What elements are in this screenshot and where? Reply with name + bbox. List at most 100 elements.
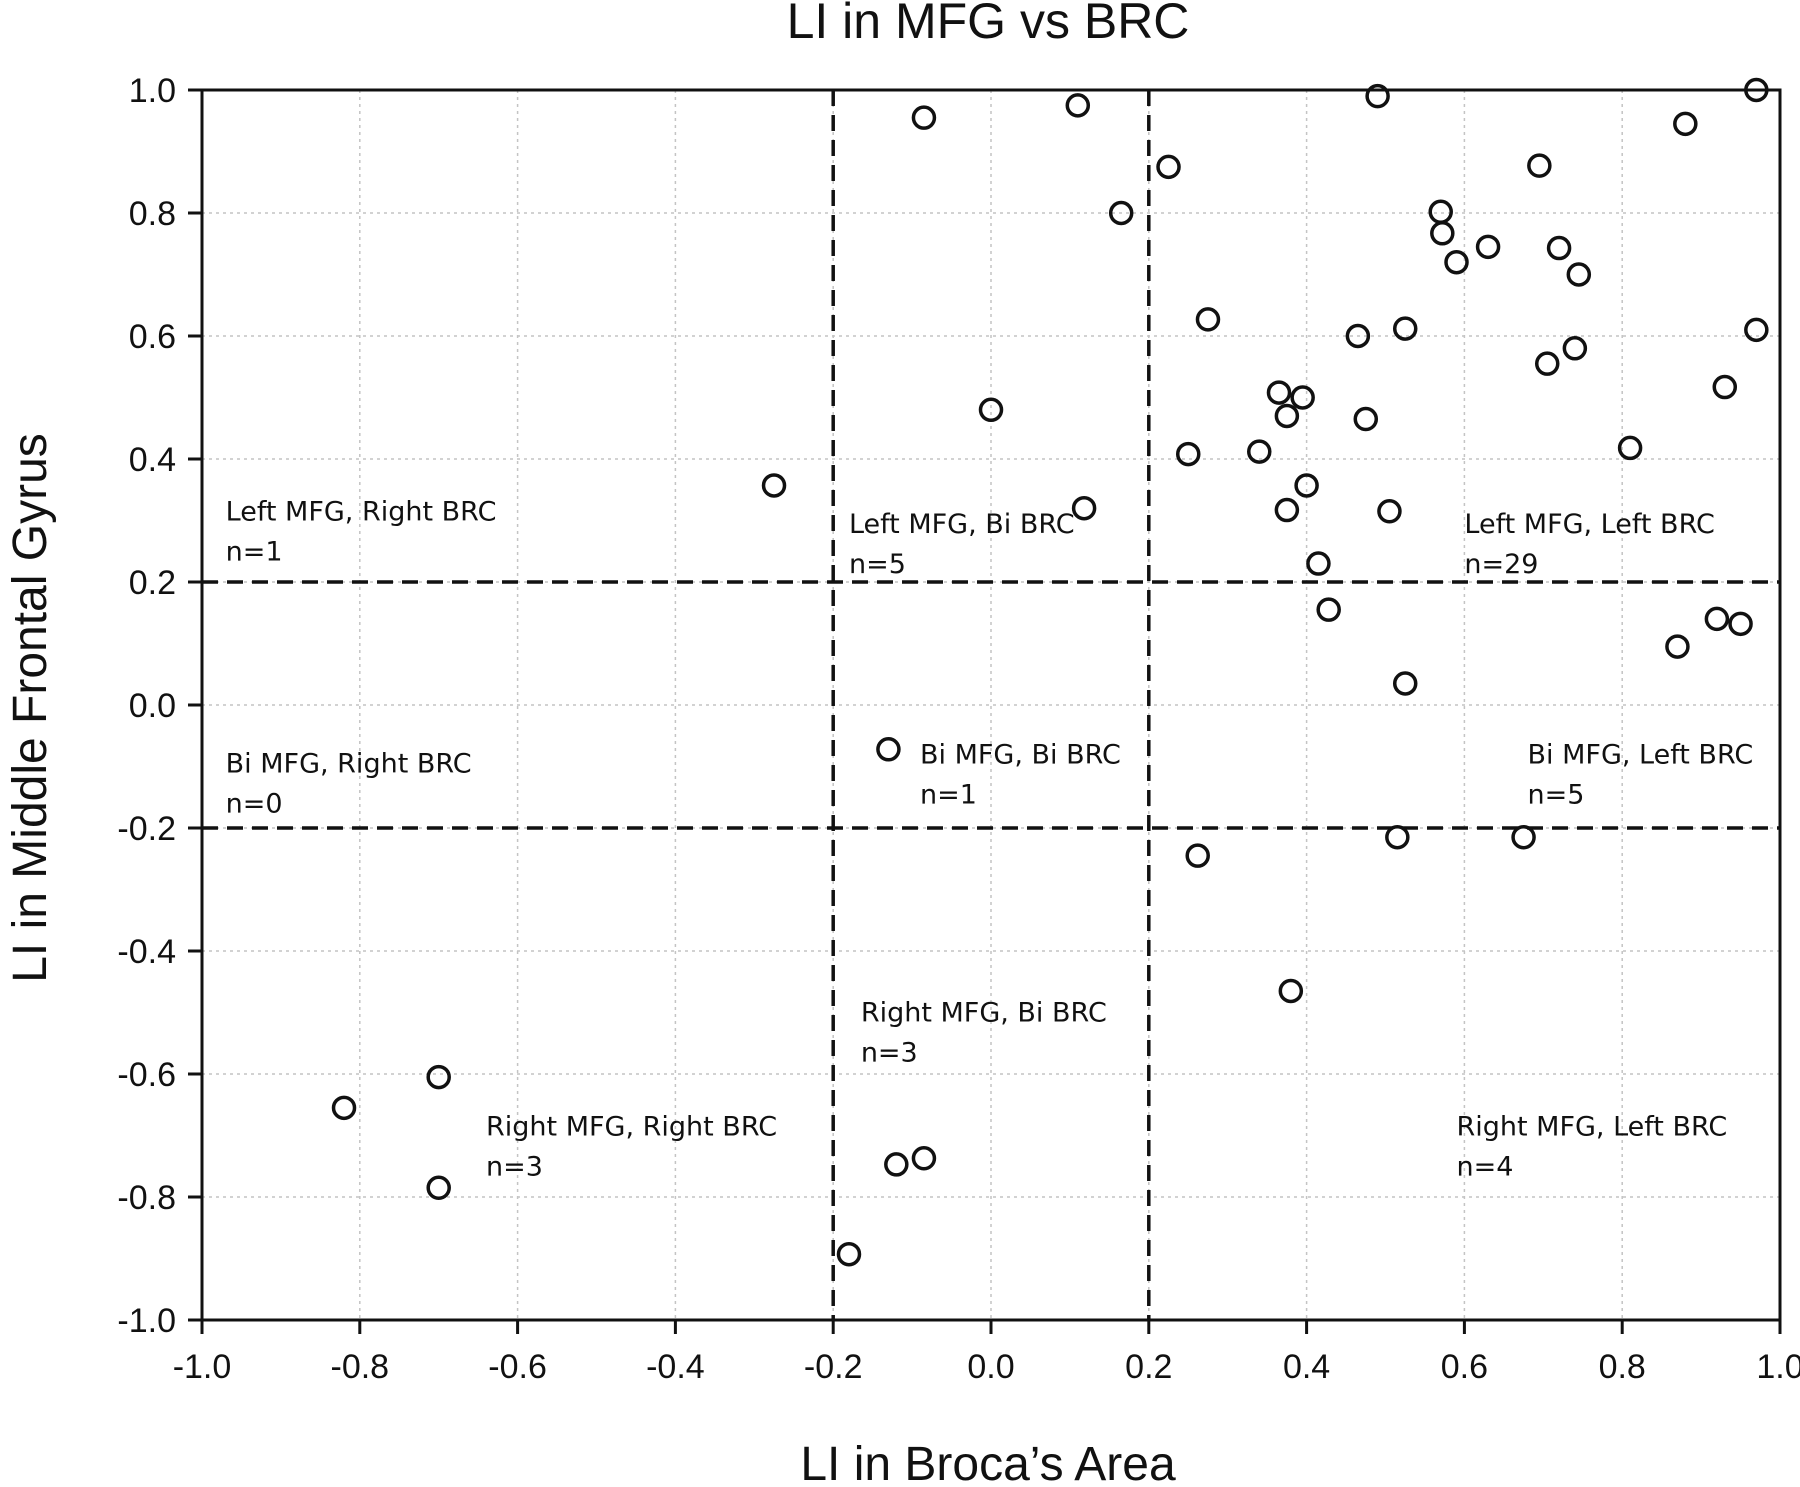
data-point [426, 1064, 451, 1090]
data-point [1475, 234, 1501, 260]
y-tick-label: 0.6 [129, 318, 176, 356]
data-point [1278, 978, 1304, 1004]
data-point [1511, 824, 1536, 850]
data-point [1444, 249, 1469, 275]
data-point [331, 1095, 357, 1121]
data-points [331, 77, 1769, 1267]
data-point [1365, 83, 1390, 109]
data-point [1546, 235, 1572, 261]
quadrant-annotation: Left MFG, Right BRC n=1 [226, 497, 497, 568]
y-axis-label: LI in Middle Frontal Gyrus [4, 433, 57, 983]
data-point [1566, 262, 1592, 287]
data-point [1290, 385, 1315, 410]
annotation-count: n=29 [1464, 549, 1538, 580]
x-tick-label: 0.0 [967, 1348, 1014, 1386]
x-tick-label: -0.6 [488, 1348, 547, 1386]
data-point [1108, 200, 1134, 226]
data-point [1534, 351, 1560, 376]
annotation-label: Left MFG, Left BRC [1464, 509, 1714, 540]
data-point [1712, 374, 1738, 400]
y-tick-label: 0.0 [129, 687, 176, 725]
data-point [1728, 611, 1753, 637]
y-tick-label: 0.8 [129, 195, 176, 233]
data-point [1673, 111, 1698, 137]
annotation-count: n=0 [226, 789, 283, 820]
x-tick-label: 0.6 [1441, 1348, 1488, 1386]
data-point [1428, 199, 1453, 225]
annotation-count: n=4 [1457, 1152, 1514, 1183]
annotation-count: n=1 [226, 537, 283, 568]
data-point [1377, 499, 1402, 524]
annotation-label: Right MFG, Right BRC [486, 1112, 777, 1143]
data-point [836, 1241, 862, 1267]
data-point [1176, 441, 1201, 467]
x-tick-label: -0.4 [646, 1348, 705, 1386]
x-tick-label: 1.0 [1756, 1348, 1800, 1386]
quadrant-annotation: Left MFG, Left BRC n=29 [1464, 509, 1714, 580]
y-tick-label: 1.0 [129, 72, 176, 110]
annotation-label: Bi MFG, Bi BRC [920, 739, 1121, 770]
y-tick-label: 0.4 [129, 441, 176, 479]
data-point [761, 473, 787, 498]
data-point [1430, 221, 1455, 246]
y-tick-label: -0.8 [117, 1179, 176, 1217]
y-tick-labels: 1.0 0.8 0.6 0.4 0.2 0.0 -0.2 -0.4 -0.6 -0.8 -1.0 [117, 72, 176, 1340]
x-tick-label: 0.2 [1125, 1348, 1172, 1386]
annotation-label: Right MFG, Bi BRC [861, 998, 1107, 1029]
data-point [426, 1175, 451, 1201]
data-point [1665, 634, 1690, 659]
annotation-label: Right MFG, Left BRC [1457, 1112, 1728, 1143]
y-tick-label: 0.2 [129, 564, 176, 602]
quadrant-annotation: Right MFG, Left BRC n=4 [1457, 1112, 1728, 1183]
data-point [1266, 380, 1292, 405]
data-point [1392, 671, 1418, 696]
data-point [911, 1146, 937, 1171]
y-tick-label: -1.0 [117, 1302, 176, 1340]
quadrant-annotation: Right MFG, Right BRC n=3 [486, 1112, 777, 1183]
annotation-label: Left MFG, Bi BRC [849, 509, 1075, 540]
annotation-count: n=1 [920, 779, 977, 810]
data-point [1274, 497, 1300, 523]
data-point [1744, 77, 1769, 103]
quadrant-annotation: Right MFG, Bi BRC n=3 [861, 998, 1107, 1069]
data-point [1274, 403, 1300, 429]
y-tick-label: -0.2 [117, 810, 176, 848]
annotation-count: n=5 [849, 549, 906, 580]
annotation-count: n=3 [861, 1038, 918, 1069]
data-point [1353, 406, 1379, 432]
chart-title: LI in MFG vs BRC [787, 0, 1190, 49]
data-point [1316, 597, 1341, 622]
data-point [884, 1152, 909, 1177]
data-point [1704, 606, 1730, 632]
data-point [1527, 153, 1552, 178]
data-point [1385, 824, 1410, 850]
quadrant-annotation: Left MFG, Bi BRC n=5 [849, 509, 1075, 580]
y-tick-label: -0.4 [117, 933, 176, 971]
x-tick-label: 0.4 [1283, 1348, 1330, 1386]
data-point [1617, 435, 1643, 461]
data-point [1345, 323, 1371, 349]
quadrant-annotation: Bi MFG, Bi BRC n=1 [920, 739, 1121, 810]
data-point [1185, 843, 1210, 868]
y-tick-label: -0.6 [117, 1056, 176, 1094]
quadrant-annotations: Left MFG, Right BRC n=1 Left MFG, Bi BRC n=… [226, 497, 1754, 1183]
x-axis-label: LI in Broca’s Area [800, 1438, 1176, 1487]
x-tick-label: 0.8 [1599, 1348, 1646, 1386]
x-tick-label: -1.0 [173, 1348, 232, 1386]
quadrant-annotation: Bi MFG, Right BRC n=0 [226, 749, 472, 820]
x-tick-labels: -1.0 -0.8 -0.6 -0.4 -0.2 0.0 0.2 0.4 0.6 0.8 1.0 [173, 1348, 1800, 1386]
annotation-count: n=3 [486, 1152, 543, 1183]
data-point [1392, 316, 1418, 341]
data-point [1562, 336, 1588, 361]
data-point [1195, 307, 1221, 332]
data-point [1306, 551, 1331, 576]
annotation-label: Bi MFG, Right BRC [226, 749, 472, 780]
data-point [911, 105, 937, 130]
axis-ticks [188, 88, 1782, 1334]
x-tick-label: -0.8 [331, 1348, 390, 1386]
quadrant-annotation: Bi MFG, Left BRC n=5 [1528, 739, 1754, 810]
annotation-label: Left MFG, Right BRC [226, 497, 497, 528]
data-point [876, 737, 901, 762]
annotation-label: Bi MFG, Left BRC [1528, 739, 1754, 770]
